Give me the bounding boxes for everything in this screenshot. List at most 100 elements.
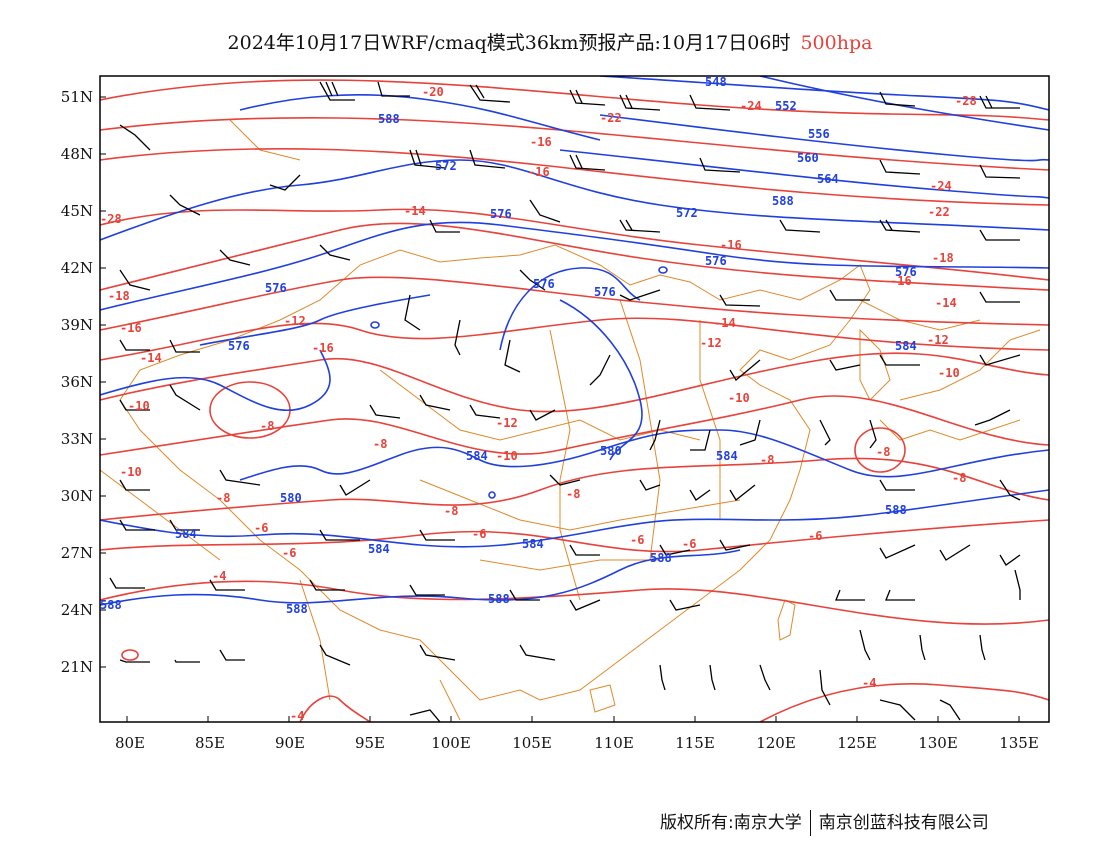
- lon-label: 90E: [275, 734, 305, 752]
- wind-barb: [529, 199, 561, 223]
- height-label: 576: [705, 254, 727, 268]
- lon-label: 110E: [594, 734, 634, 752]
- wind-barb: [169, 339, 200, 353]
- lon-label: 85E: [195, 734, 225, 752]
- lat-label: 24N: [61, 601, 93, 619]
- temp-label: -8: [566, 487, 580, 501]
- lat-label: 30N: [61, 487, 93, 505]
- temp-label: -8: [952, 471, 966, 485]
- plot-frame: [99, 75, 1050, 723]
- height-label: 548: [705, 75, 727, 89]
- temperature-contours: [100, 79, 1049, 722]
- wind-barb: [689, 94, 731, 111]
- wind-barb: [729, 359, 761, 381]
- wind-barb: [999, 554, 1021, 566]
- wind-barb: [689, 489, 711, 501]
- lat-label: 39N: [61, 316, 93, 334]
- wind-barb: [879, 699, 916, 721]
- temp-contour: [100, 519, 1049, 553]
- wind-barb: [819, 419, 831, 446]
- height-label: 588: [885, 503, 907, 517]
- wind-barb: [339, 479, 371, 496]
- wind-barb: [419, 644, 456, 661]
- wind-barb: [879, 354, 920, 366]
- wind-barb: [569, 89, 606, 106]
- temp-contour: [299, 695, 371, 722]
- wind-barb: [739, 419, 761, 446]
- height-closed-contour: [370, 321, 380, 329]
- wind-barb: [409, 709, 441, 722]
- korea-japan-outline: [859, 328, 1041, 401]
- temp-label: -12: [927, 333, 949, 347]
- map-title: 2024年10月17日WRF/cmaq模式36km预报产品:10月17日06时 5…: [0, 28, 1100, 55]
- footer-company: 南京创蓝科技有限公司: [818, 813, 989, 833]
- height-contour: [199, 267, 641, 351]
- height-label: 588: [488, 592, 510, 606]
- wind-barb: [119, 519, 155, 531]
- wind-barb: [619, 289, 661, 301]
- temp-label: -10: [728, 391, 750, 405]
- height-label: 580: [280, 491, 302, 505]
- wind-barb: [219, 249, 251, 266]
- wind-barb: [879, 219, 921, 233]
- wind-barb: [404, 294, 421, 331]
- wind-barb: [319, 244, 351, 261]
- height-label: 588: [772, 194, 794, 208]
- height-label: 552: [775, 99, 797, 113]
- height-contour: [100, 489, 1049, 548]
- height-contour: [759, 76, 1049, 131]
- temp-contour: [100, 276, 1049, 331]
- height-label: 560: [797, 151, 819, 165]
- temp-contour: [100, 457, 1049, 521]
- height-contour: [100, 549, 741, 606]
- wind-barb: [409, 584, 445, 596]
- temp-label: -8: [760, 453, 774, 467]
- height-label: 584: [522, 537, 544, 551]
- temp-label: -8: [373, 437, 387, 451]
- temp-label: -12: [700, 336, 722, 350]
- wind-barb: [549, 474, 581, 486]
- wind-barb: [119, 124, 151, 151]
- wind-barb: [419, 394, 451, 411]
- lon-label: 115E: [675, 734, 715, 752]
- wind-barb: [699, 157, 741, 173]
- wind-barb: [269, 174, 301, 191]
- footer-separator: [809, 810, 811, 836]
- temp-label: -22: [928, 205, 950, 219]
- wind-barb: [309, 579, 345, 591]
- wind-barb: [369, 404, 401, 419]
- temp-contour: [100, 208, 1049, 281]
- temp-label: -6: [472, 527, 486, 541]
- wind-barb: [659, 664, 666, 691]
- temp-label: -24: [740, 99, 762, 113]
- height-label: 572: [676, 206, 698, 220]
- wind-barb: [859, 629, 871, 661]
- wind-barb: [119, 399, 150, 411]
- lon-label: 125E: [837, 734, 877, 752]
- height-contour: [599, 114, 1049, 162]
- wind-barb: [819, 669, 831, 706]
- height-label: 576: [594, 285, 616, 299]
- lon-labels: 80E 85E 90E 95E 100E 105E 110E 115E 120E…: [115, 734, 1039, 752]
- wind-barb: [429, 219, 460, 233]
- footer-credits: 版权所有:南京大学 南京创蓝科技有限公司: [660, 808, 989, 836]
- wind-barb: [169, 519, 200, 531]
- wind-barb: [639, 479, 661, 491]
- lat-label: 42N: [61, 259, 93, 277]
- temp-label: -8: [260, 419, 274, 433]
- temp-label: -10: [496, 449, 518, 463]
- lon-label: 105E: [512, 734, 552, 752]
- temp-label: -8: [444, 504, 458, 518]
- wind-barb: [319, 644, 351, 666]
- temp-label: -4: [212, 569, 226, 583]
- title-level: 500hpa: [800, 32, 873, 54]
- lon-label: 120E: [756, 734, 796, 752]
- wind-barb: [979, 229, 1020, 241]
- temp-label: -10: [128, 399, 150, 413]
- temp-label: -16: [720, 238, 742, 252]
- wind-barb: [419, 529, 455, 541]
- height-closed-contour: [488, 491, 496, 499]
- temp-label: -16: [120, 321, 142, 335]
- wind-barb: [979, 95, 1020, 109]
- temp-closed-contour: [854, 427, 906, 473]
